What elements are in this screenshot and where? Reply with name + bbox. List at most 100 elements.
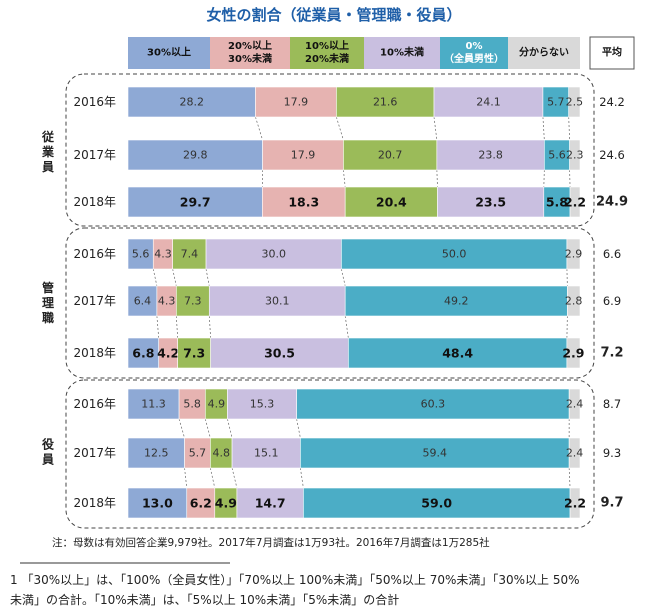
bar-segment bbox=[296, 388, 570, 420]
bar-value-label: 7.4 bbox=[181, 248, 199, 261]
legend-label: 0% bbox=[466, 41, 483, 52]
bar-value-label: 28.2 bbox=[179, 96, 204, 109]
bar-segment bbox=[569, 487, 581, 519]
bar-value-label: 11.3 bbox=[141, 398, 166, 411]
legend-swatch bbox=[290, 37, 364, 69]
group-3: 役員 2016年 11.3 5.8 4.9 15.3 60.3 2.4 8.7 2017年 12.5… bbox=[41, 379, 624, 529]
bar-value-label: 5.6 bbox=[548, 149, 566, 162]
bar-value-label: 2.4 bbox=[566, 447, 584, 460]
bar-segment bbox=[437, 186, 545, 218]
bar-value-label: 15.1 bbox=[254, 447, 279, 460]
footnote-line-1: 1 「30%以上」は、「100%（全員女性）」「70%以上 100%未満」「50… bbox=[10, 572, 580, 587]
connector-line bbox=[255, 116, 263, 141]
bar-value-label: 6.8 bbox=[132, 346, 154, 361]
connector-line bbox=[204, 418, 211, 439]
bar-value-label: 4.9 bbox=[208, 398, 226, 411]
bar-value-label: 2.8 bbox=[565, 295, 583, 308]
bar-value-label: 30.5 bbox=[264, 346, 295, 361]
bar-value-label: 5.7 bbox=[189, 447, 207, 460]
bar-value-label: 20.7 bbox=[378, 149, 403, 162]
bar-row: 2017年 6.4 4.3 7.3 30.1 49.2 2.8 6.9 bbox=[73, 285, 621, 317]
connector-line bbox=[542, 116, 545, 141]
bar-segment bbox=[208, 285, 346, 317]
bar-value-label: 4.9 bbox=[215, 496, 237, 511]
bar-row: 2018年 6.8 4.2 7.3 30.5 48.4 2.9 7.2 bbox=[73, 337, 624, 369]
row-average: 24.6 bbox=[599, 148, 625, 162]
group-frame bbox=[65, 73, 595, 227]
bar-segment bbox=[341, 238, 568, 270]
bar-value-label: 24.1 bbox=[476, 96, 501, 109]
row-year-label: 2016年 bbox=[73, 397, 116, 411]
legend-item-1: 30%以上 bbox=[128, 37, 210, 69]
bar-value-label: 2.4 bbox=[566, 398, 584, 411]
row-average: 8.7 bbox=[603, 397, 621, 411]
bar-row: 2016年 11.3 5.8 4.9 15.3 60.3 2.4 8.7 bbox=[73, 388, 621, 420]
connector-line bbox=[175, 315, 179, 339]
bar-value-label: 2.2 bbox=[564, 195, 586, 210]
bar-value-label: 14.7 bbox=[255, 496, 286, 511]
bar-segment bbox=[127, 388, 180, 420]
connector-lines bbox=[152, 116, 571, 489]
bar-segment bbox=[433, 86, 544, 118]
connector-line bbox=[433, 116, 438, 141]
svg-text:平均: 平均 bbox=[602, 46, 622, 59]
row-average: 9.7 bbox=[600, 496, 623, 511]
group-label-char: 役 bbox=[42, 437, 54, 452]
legend-label: 20%未満 bbox=[305, 52, 349, 65]
bar-segment bbox=[300, 437, 570, 469]
connector-line bbox=[344, 315, 349, 339]
bar-value-label: 48.4 bbox=[442, 346, 473, 361]
bar-value-label: 2.9 bbox=[562, 346, 584, 361]
bar-value-label: 7.3 bbox=[183, 346, 205, 361]
bar-segment bbox=[568, 388, 581, 420]
legend-swatch bbox=[364, 37, 440, 69]
bar-segment bbox=[255, 86, 337, 118]
bar-value-label: 60.3 bbox=[421, 398, 446, 411]
bar-value-label: 17.9 bbox=[291, 149, 316, 162]
bar-value-label: 50.0 bbox=[442, 248, 467, 261]
bar-row: 2018年 13.0 6.2 4.9 14.7 59.0 2.2 9.7 bbox=[73, 487, 624, 519]
row-average: 9.3 bbox=[603, 446, 621, 460]
bar-value-label: 7.3 bbox=[184, 295, 202, 308]
bar-segment bbox=[176, 285, 210, 317]
bar-segment bbox=[236, 487, 304, 519]
bar-segment bbox=[344, 186, 438, 218]
bar-segment bbox=[566, 337, 581, 369]
row-average: 6.9 bbox=[603, 294, 621, 308]
legend-swatch bbox=[508, 37, 580, 69]
legend-swatch bbox=[128, 37, 210, 69]
legend-label: 分からない bbox=[519, 46, 569, 59]
bar-row: 2016年 28.2 17.9 21.6 24.1 5.7 2.5 24.2 bbox=[73, 86, 625, 118]
connector-line bbox=[343, 169, 346, 188]
connector-line bbox=[178, 418, 185, 439]
bar-segment bbox=[177, 337, 211, 369]
row-year-label: 2017年 bbox=[73, 294, 116, 308]
connector-line bbox=[300, 467, 304, 489]
group-label-char: 職 bbox=[42, 310, 54, 325]
chart-note: 注：母数は有効回答企業9,979社。2017年7月調査は1万93社。2016年7… bbox=[52, 536, 490, 549]
connector-line bbox=[184, 467, 188, 489]
legend-swatch bbox=[210, 37, 290, 69]
chart-title: 女性の割合（従業員・管理職・役員） bbox=[206, 6, 461, 24]
bar-segment bbox=[227, 388, 297, 420]
connector-line bbox=[205, 268, 210, 287]
bar-row: 2017年 29.8 17.9 20.7 23.8 5.6 2.3 24.6 bbox=[73, 139, 625, 171]
row-average: 6.6 bbox=[603, 247, 621, 261]
legend-average-header: 平均 bbox=[589, 36, 635, 70]
connector-line bbox=[568, 116, 570, 141]
connector-line bbox=[336, 116, 344, 141]
bar-value-label: 15.3 bbox=[250, 398, 275, 411]
bar-value-label: 29.8 bbox=[183, 149, 208, 162]
bar-segment bbox=[303, 487, 571, 519]
bar-value-label: 59.0 bbox=[421, 496, 452, 511]
bar-value-label: 4.3 bbox=[158, 295, 176, 308]
bar-segment bbox=[336, 86, 435, 118]
group-label-char: 業 bbox=[41, 144, 55, 159]
connector-line bbox=[231, 467, 238, 489]
row-average: 7.2 bbox=[600, 346, 623, 361]
bar-value-label: 5.7 bbox=[547, 96, 565, 109]
connector-line bbox=[296, 418, 301, 439]
